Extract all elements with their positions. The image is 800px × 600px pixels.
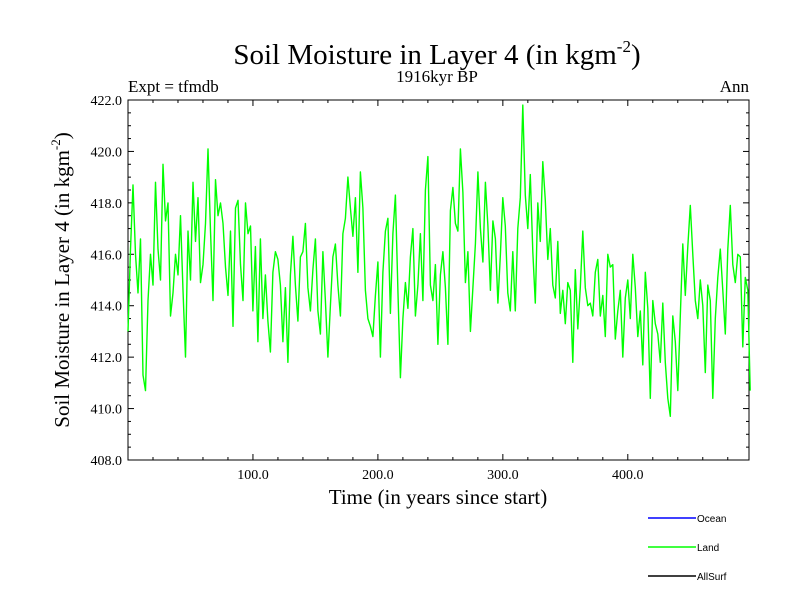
- y-tick-label: 418.0: [91, 197, 123, 212]
- x-axis-label: Time (in years since start): [329, 485, 548, 509]
- x-tick-label: 400.0: [612, 468, 644, 483]
- y-axis-label: Soil Moisture in Layer 4 (in kgm-2): [48, 132, 74, 427]
- y-tick-label: 412.0: [91, 351, 123, 366]
- x-tick-label: 300.0: [487, 468, 519, 483]
- legend: Ocean Land AllSurf: [648, 514, 727, 583]
- y-tick-label: 408.0: [91, 454, 123, 469]
- y-tick-label: 414.0: [91, 300, 123, 315]
- x-tick-label: 200.0: [362, 468, 394, 483]
- legend-label-land: Land: [697, 543, 719, 554]
- subtitle-right: Ann: [720, 77, 750, 96]
- series-land-line: [127, 104, 751, 417]
- y-axis: 408.0 410.0 412.0 414.0 416.0 418.0 420.0 422.0: [91, 94, 749, 469]
- legend-label-allsurf: AllSurf: [697, 572, 727, 583]
- y-tick-label: 422.0: [91, 94, 123, 109]
- subtitle-center: 1916kyr BP: [396, 67, 478, 86]
- x-tick-label: 100.0: [237, 468, 269, 483]
- chart-title: Soil Moisture in Layer 4 (in kgm-2): [233, 37, 640, 71]
- y-tick-label: 420.0: [91, 145, 123, 160]
- x-axis: 100.0 200.0 300.0 400.0: [152, 100, 729, 483]
- y-tick-label: 416.0: [91, 248, 123, 263]
- y-tick-label: 410.0: [91, 403, 123, 418]
- plot-frame: [127, 99, 750, 461]
- legend-label-ocean: Ocean: [697, 514, 726, 525]
- subtitle-left: Expt = tfmdb: [128, 77, 219, 96]
